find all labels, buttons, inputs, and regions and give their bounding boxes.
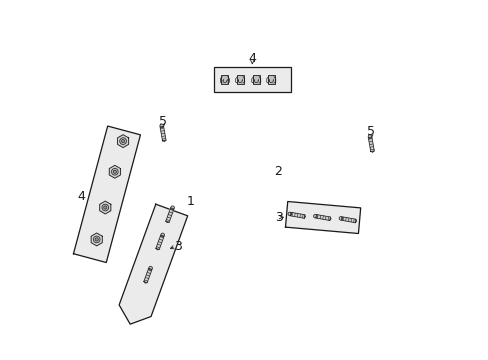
Circle shape [120, 138, 126, 144]
Bar [252, 75, 259, 84]
Text: 2: 2 [274, 165, 282, 177]
Polygon shape [341, 217, 355, 223]
Bar [221, 75, 228, 84]
Circle shape [102, 204, 108, 211]
Text: 1: 1 [186, 195, 194, 208]
Circle shape [161, 233, 164, 237]
Circle shape [111, 168, 118, 175]
Circle shape [148, 266, 152, 270]
Bar [267, 75, 274, 84]
Text: 5: 5 [159, 114, 167, 127]
Polygon shape [100, 201, 111, 214]
Bar [236, 75, 244, 84]
Polygon shape [165, 208, 174, 222]
Polygon shape [91, 233, 102, 246]
Polygon shape [156, 235, 164, 249]
Polygon shape [315, 215, 330, 220]
Polygon shape [73, 126, 140, 262]
Circle shape [93, 236, 100, 243]
Polygon shape [285, 202, 360, 234]
Circle shape [170, 206, 174, 210]
Circle shape [338, 217, 342, 220]
Text: 3: 3 [275, 211, 283, 224]
Text: 5: 5 [366, 125, 375, 138]
Polygon shape [367, 137, 373, 152]
Circle shape [287, 212, 291, 216]
Polygon shape [290, 212, 304, 218]
Circle shape [160, 124, 163, 128]
Circle shape [95, 238, 98, 241]
Polygon shape [143, 268, 152, 283]
Polygon shape [119, 204, 187, 324]
Circle shape [103, 206, 107, 209]
Circle shape [113, 170, 116, 174]
Polygon shape [117, 135, 128, 148]
Text: 4: 4 [77, 190, 84, 203]
Polygon shape [109, 165, 120, 178]
Circle shape [121, 140, 124, 143]
Polygon shape [160, 126, 166, 141]
Text: 4: 4 [248, 52, 256, 65]
Bar [214, 67, 290, 93]
Circle shape [313, 214, 317, 218]
Text: 3: 3 [174, 240, 182, 253]
Circle shape [367, 135, 371, 138]
